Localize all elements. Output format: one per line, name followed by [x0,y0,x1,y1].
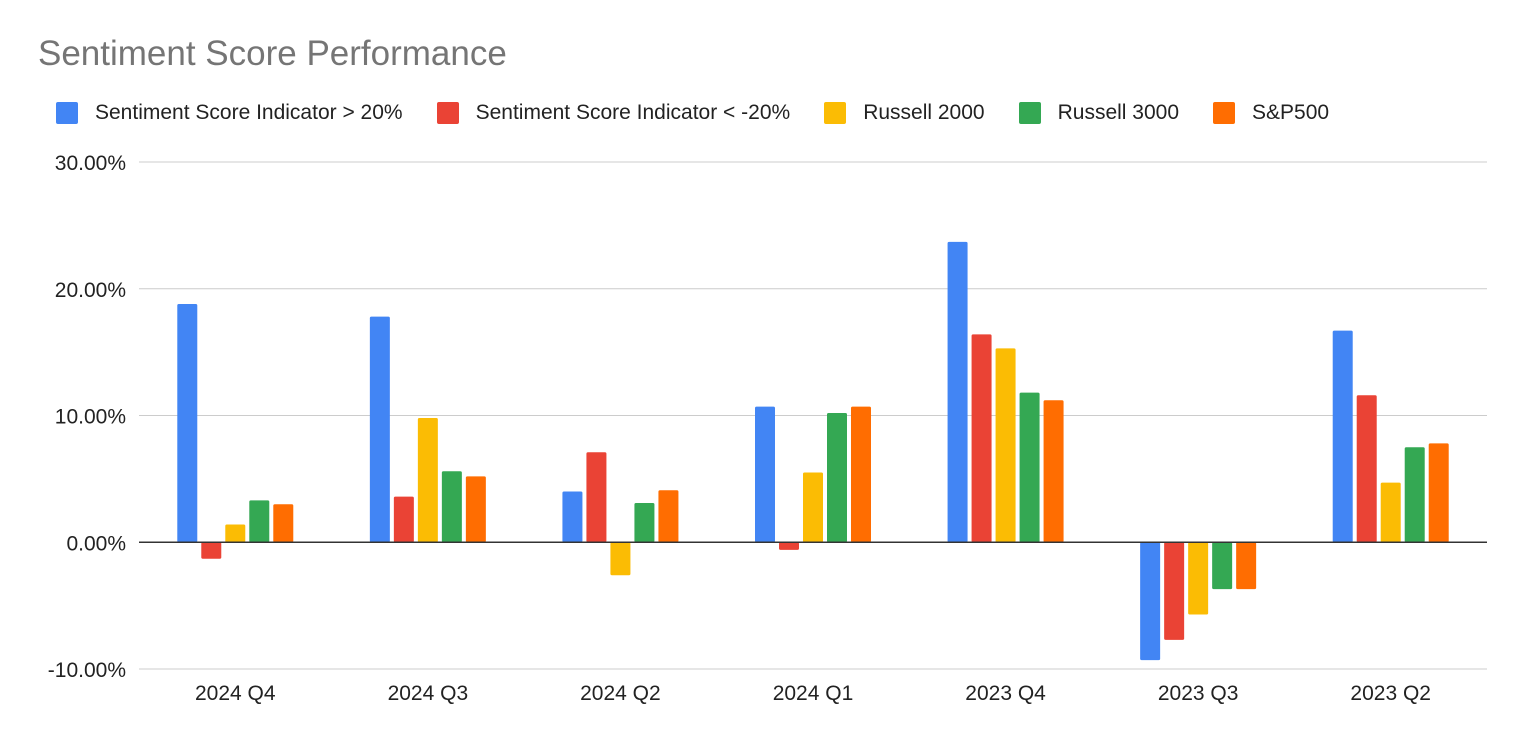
bar-sandp500-2023-q2 [1428,443,1449,543]
y-tick-label: 0.00% [66,532,126,555]
chart-legend: Sentiment Score Indicator > 20% Sentimen… [56,98,1363,128]
bar-sandp500-2024-q3 [465,476,486,543]
bar-sentiment-score-indicator-20-2024-q1 [779,542,799,550]
bar-sentiment-score-indicator-20-2024-q4 [177,303,198,543]
legend-item-russell-2000: Russell 2000 [824,101,985,125]
legend-item-sp500: S&P500 [1213,101,1329,125]
bar-sandp500-2024-q2 [658,490,679,543]
bar-sentiment-score-indicator-20-2024-q4 [201,542,222,559]
x-tick-label: 2024 Q2 [580,682,661,705]
bar-sentiment-score-indicator-20-2023-q4 [971,334,992,543]
y-tick-label: -10.00% [48,659,126,682]
y-axis-tick-labels: 30.00% 20.00% 10.00% 0.00% -10.00% [48,152,126,682]
bar-russell-2000-2024-q1 [803,472,823,543]
bar-russell-3000-2023-q4 [1019,392,1040,543]
legend-item-indicator-above-20: Sentiment Score Indicator > 20% [56,101,403,125]
bar-russell-2000-2024-q3 [417,418,438,543]
x-tick-label: 2024 Q1 [773,682,854,705]
bar-sentiment-score-indicator-20-2024-q2 [562,491,583,543]
x-tick-label: 2024 Q4 [195,682,276,705]
y-tick-label: 20.00% [55,279,126,302]
legend-swatch-indicator-above-20 [56,102,78,124]
bar-sentiment-score-indicator-20-2024-q2 [586,452,607,543]
bar-russell-3000-2023-q3 [1212,542,1233,590]
legend-label-indicator-below-minus-20: Sentiment Score Indicator < -20% [475,101,791,124]
bar-sentiment-score-indicator-20-2023-q3 [1140,542,1161,661]
bar-russell-2000-2023-q4 [995,348,1016,543]
x-tick-label: 2023 Q3 [1158,682,1239,705]
bars [177,241,1449,661]
bar-russell-2000-2024-q4 [225,524,246,543]
legend-label-indicator-above-20: Sentiment Score Indicator > 20% [95,101,403,124]
bar-sentiment-score-indicator-20-2023-q4 [947,241,968,543]
legend-swatch-sp500 [1213,102,1235,124]
bar-russell-3000-2024-q2 [634,502,655,543]
legend-item-indicator-below-minus-20: Sentiment Score Indicator < -20% [436,101,791,125]
bar-sentiment-score-indicator-20-2024-q3 [369,316,390,543]
x-axis-tick-labels: 2024 Q4 2024 Q3 2024 Q2 2024 Q1 2023 Q4 2023 … [195,682,1431,705]
bar-russell-2000-2023-q3 [1188,542,1209,615]
legend-swatch-russell-2000 [824,102,847,124]
bar-sandp500-2023-q3 [1236,542,1257,590]
bar-russell-3000-2024-q1 [827,412,847,543]
bar-russell-3000-2023-q2 [1404,447,1425,543]
bar-russell-2000-2024-q2 [610,542,631,576]
bar-russell-3000-2024-q4 [249,500,270,543]
bar-sentiment-score-indicator-20-2023-q3 [1164,542,1185,640]
legend-label-sp500: S&P500 [1252,101,1330,124]
chart-title: Sentiment Score Performance [38,34,507,73]
legend-swatch-indicator-below-minus-20 [436,102,459,124]
bar-russell-2000-2023-q2 [1380,482,1401,543]
y-tick-label: 30.00% [55,152,126,175]
x-tick-label: 2024 Q3 [388,682,469,705]
y-tick-label: 10.00% [55,406,126,429]
x-tick-label: 2023 Q4 [965,682,1046,705]
legend-label-russell-3000: Russell 3000 [1057,101,1179,124]
bar-sentiment-score-indicator-20-2024-q3 [393,496,414,543]
bar-russell-3000-2024-q3 [441,471,462,543]
bar-sandp500-2024-q1 [851,406,871,543]
bar-sentiment-score-indicator-20-2024-q1 [755,406,775,543]
bar-sandp500-2023-q4 [1043,400,1064,543]
legend-item-russell-3000: Russell 3000 [1018,101,1179,125]
bar-sandp500-2024-q4 [273,504,294,543]
bar-sentiment-score-indicator-20-2023-q2 [1356,395,1377,543]
grid-lines [139,161,1487,670]
bar-sentiment-score-indicator-20-2023-q2 [1332,330,1353,543]
legend-swatch-russell-3000 [1018,102,1041,124]
x-tick-label: 2023 Q2 [1350,682,1431,705]
legend-label-russell-2000: Russell 2000 [863,101,985,124]
